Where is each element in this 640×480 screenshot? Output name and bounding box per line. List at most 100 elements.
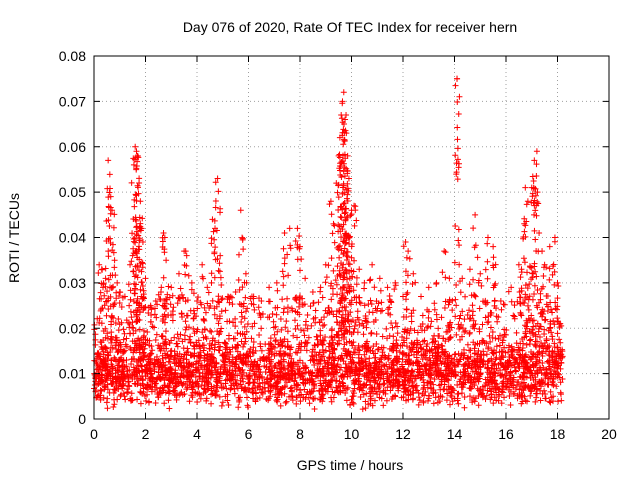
data-point — [521, 384, 528, 391]
data-point — [512, 367, 519, 374]
data-point — [551, 238, 558, 245]
data-point — [402, 268, 409, 275]
data-point — [237, 381, 244, 388]
data-point — [469, 397, 476, 404]
data-point — [351, 385, 358, 392]
data-point — [361, 351, 368, 358]
data-point — [120, 336, 127, 343]
data-point — [102, 334, 109, 341]
x-tick-label: 18 — [550, 426, 566, 442]
data-point — [389, 384, 396, 391]
data-point — [135, 184, 142, 191]
data-point — [339, 319, 346, 326]
data-point — [98, 359, 105, 366]
data-point — [251, 306, 258, 313]
data-point — [343, 256, 350, 263]
data-point — [316, 366, 323, 373]
data-point — [216, 260, 223, 267]
data-point — [342, 295, 349, 302]
data-point — [541, 261, 548, 268]
data-point — [329, 285, 336, 292]
data-point — [222, 307, 229, 314]
data-point — [509, 346, 516, 353]
data-point — [199, 261, 206, 268]
data-point — [506, 375, 513, 382]
data-point — [386, 332, 393, 339]
data-point — [368, 301, 375, 308]
data-point — [420, 351, 427, 358]
data-point — [460, 363, 467, 370]
data-point — [232, 323, 239, 330]
data-point — [134, 158, 141, 165]
data-point — [102, 345, 109, 352]
data-point — [157, 390, 164, 397]
data-point — [232, 368, 239, 375]
data-point — [305, 334, 312, 341]
data-point — [350, 400, 357, 407]
data-point — [388, 396, 395, 403]
data-point — [347, 401, 354, 408]
data-point — [342, 307, 349, 314]
data-point — [104, 330, 111, 337]
data-point — [99, 266, 106, 273]
data-point — [450, 371, 457, 378]
data-point — [344, 317, 351, 324]
data-point — [249, 349, 256, 356]
data-point — [346, 234, 353, 241]
data-point — [474, 362, 481, 369]
data-point — [554, 279, 561, 286]
data-point — [309, 395, 316, 402]
data-point — [142, 275, 149, 282]
data-point — [350, 348, 357, 355]
data-point — [456, 378, 463, 385]
data-point — [249, 323, 256, 330]
data-point — [499, 337, 506, 344]
data-point — [164, 351, 171, 358]
data-point — [304, 312, 311, 319]
data-point — [363, 390, 370, 397]
data-point — [402, 351, 409, 358]
data-point — [113, 376, 120, 383]
data-point — [341, 303, 348, 310]
data-point — [456, 93, 463, 100]
data-point — [471, 374, 478, 381]
data-point — [355, 342, 362, 349]
data-point — [137, 382, 144, 389]
data-point — [514, 395, 521, 402]
data-point — [223, 385, 230, 392]
data-point — [208, 356, 215, 363]
data-point — [100, 280, 107, 287]
data-point — [410, 307, 417, 314]
data-point — [364, 347, 371, 354]
data-point — [377, 308, 384, 315]
data-point — [128, 390, 135, 397]
data-point — [519, 373, 526, 380]
data-point — [500, 333, 507, 340]
data-point — [211, 217, 218, 224]
data-point — [452, 152, 459, 159]
data-point — [102, 325, 109, 332]
data-point — [374, 305, 381, 312]
data-point — [238, 301, 245, 308]
data-point — [112, 320, 119, 327]
data-point — [441, 248, 448, 255]
data-point — [359, 358, 366, 365]
data-point — [354, 329, 361, 336]
data-point — [343, 112, 350, 119]
data-point — [302, 275, 309, 282]
data-point — [128, 361, 135, 368]
data-point — [518, 287, 525, 294]
data-point — [515, 261, 522, 268]
data-point — [409, 360, 416, 367]
data-point — [189, 389, 196, 396]
data-point — [219, 352, 226, 359]
data-point — [471, 398, 478, 405]
data-point — [213, 303, 220, 310]
data-point — [486, 377, 493, 384]
x-tick-label: 4 — [193, 426, 201, 442]
data-point — [454, 176, 461, 183]
data-point — [204, 300, 211, 307]
x-tick-label: 0 — [90, 426, 98, 442]
data-point — [239, 366, 246, 373]
data-point — [142, 373, 149, 380]
